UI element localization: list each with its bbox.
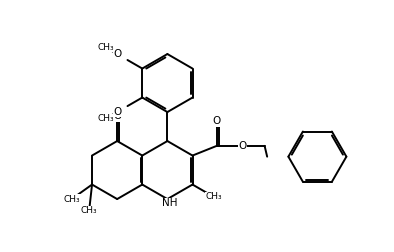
Text: O: O (213, 116, 221, 126)
Text: CH₃: CH₃ (63, 195, 80, 204)
Text: O: O (113, 49, 122, 59)
Text: CH₃: CH₃ (206, 192, 222, 201)
Text: NH: NH (162, 198, 177, 208)
Text: CH₃: CH₃ (97, 43, 113, 52)
Text: CH₃: CH₃ (97, 114, 113, 123)
Text: CH₃: CH₃ (81, 206, 97, 215)
Text: O: O (113, 111, 121, 121)
Text: O: O (239, 141, 247, 151)
Text: O: O (113, 107, 122, 117)
